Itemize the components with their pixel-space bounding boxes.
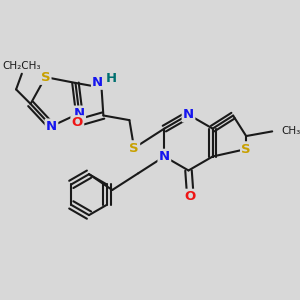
Text: O: O	[72, 116, 83, 129]
Text: CH₃: CH₃	[281, 126, 300, 136]
Text: N: N	[46, 120, 57, 133]
Text: S: S	[241, 142, 251, 156]
Text: N: N	[183, 108, 194, 121]
Text: N: N	[92, 76, 103, 88]
Text: N: N	[74, 107, 85, 120]
Text: S: S	[40, 70, 50, 84]
Text: O: O	[185, 190, 196, 203]
Text: H: H	[105, 72, 116, 85]
Text: N: N	[159, 150, 170, 163]
Text: S: S	[129, 142, 139, 154]
Text: CH₂CH₃: CH₂CH₃	[3, 61, 41, 71]
